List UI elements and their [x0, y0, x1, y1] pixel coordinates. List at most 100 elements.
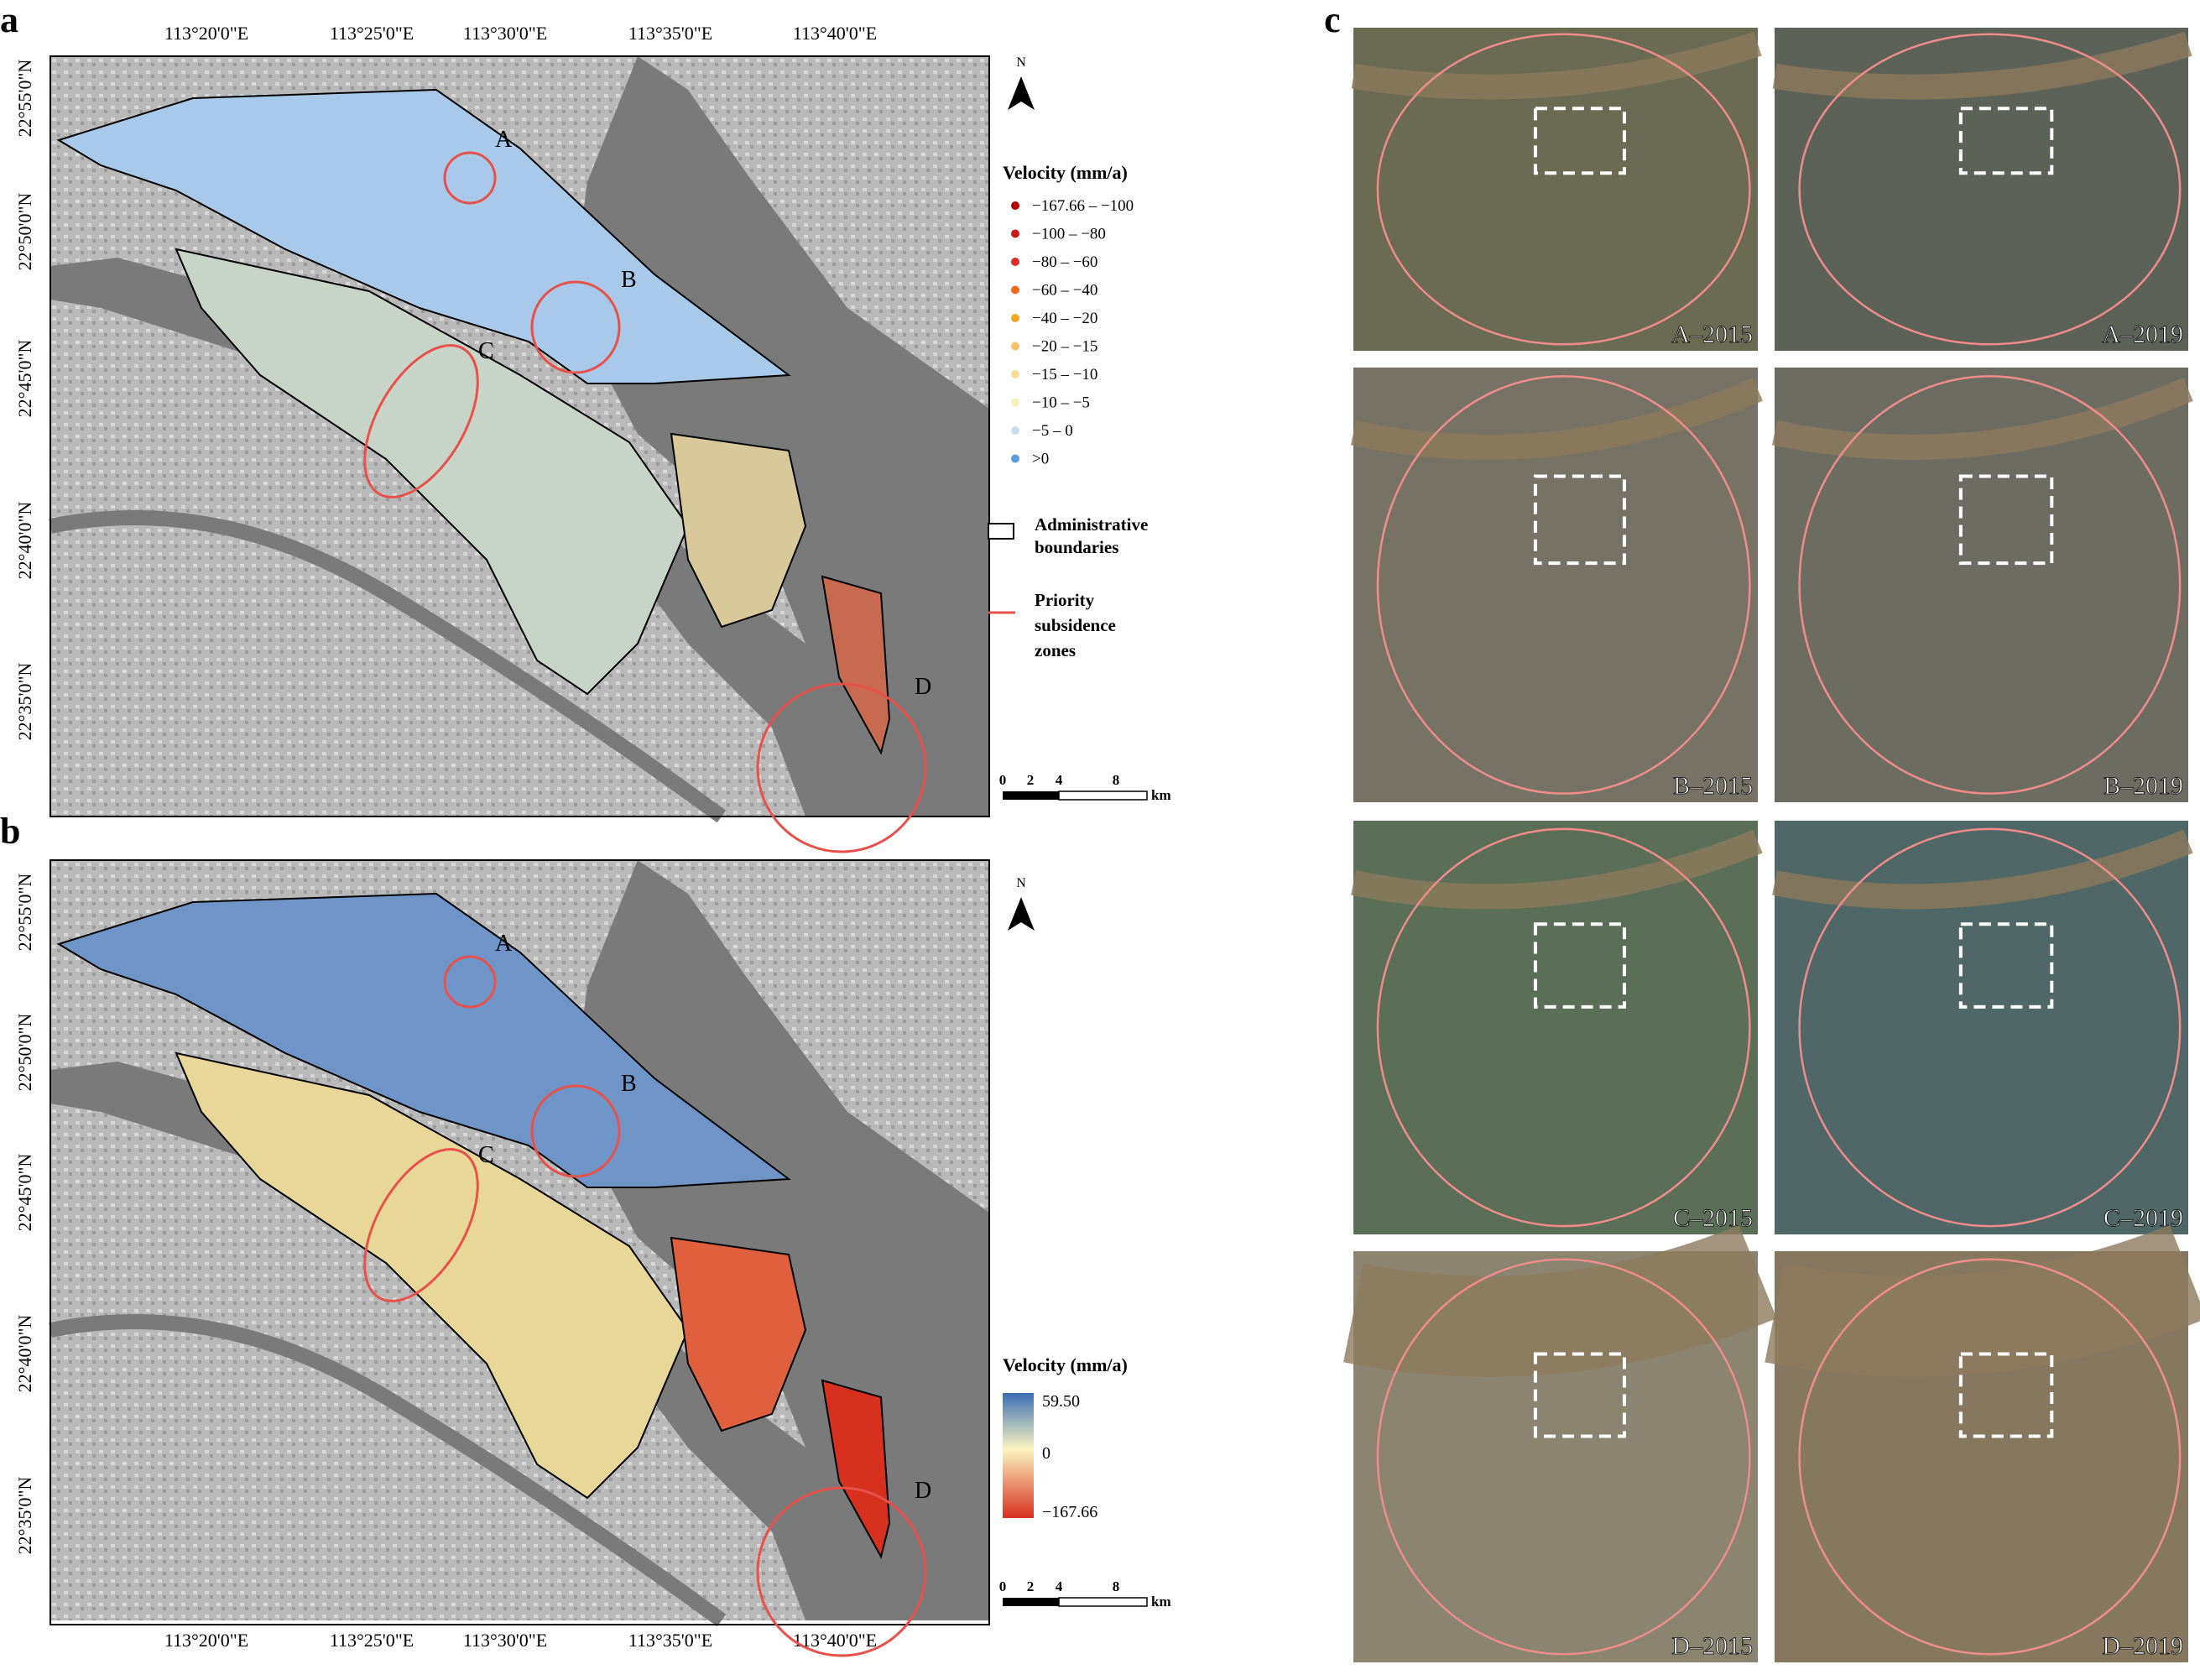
- scale-bar: [1058, 790, 1148, 801]
- study-area: [56, 892, 791, 1188]
- image-caption: A–2015: [1671, 321, 1753, 348]
- legend-swatch: [1011, 201, 1019, 210]
- river: [1350, 378, 1763, 460]
- y-tick-label: 22°55'0"N: [14, 874, 35, 952]
- zone-circle: [363, 344, 479, 498]
- legend-swatch: [1011, 426, 1019, 435]
- legend-swatch: [1011, 258, 1019, 266]
- scale-label: 4: [1056, 1578, 1063, 1594]
- zone-circle: [443, 151, 497, 205]
- x-tick-label: 113°35'0"E: [628, 1630, 712, 1651]
- legend-swatch: [1011, 370, 1019, 378]
- change-box: [1958, 922, 2054, 1009]
- image-caption: B–2019: [2104, 772, 2183, 800]
- zone-circle: [443, 955, 497, 1009]
- legend-label: zones: [1035, 640, 1076, 660]
- legend-label: −20 – −15: [1032, 338, 1097, 356]
- scale-label: 0: [999, 1578, 1007, 1594]
- study-area: [821, 575, 891, 755]
- legend-label: Priority: [1035, 590, 1095, 610]
- scale-label: 4: [1056, 772, 1063, 788]
- river: [1772, 31, 2192, 100]
- legend-title: Velocity (mm/a): [1003, 1354, 1128, 1375]
- legend-label: boundaries: [1035, 537, 1118, 557]
- panel-label: c: [1324, 0, 1341, 40]
- river: [1772, 829, 2193, 910]
- zone-circle: [1798, 375, 2182, 795]
- image-caption: C–2019: [2104, 1204, 2183, 1232]
- x-tick-label: 113°25'0"E: [330, 1630, 414, 1651]
- zone-label: C: [478, 1142, 494, 1168]
- image-caption: A–2019: [2102, 321, 2183, 348]
- legend-label: −167.66 – −100: [1032, 197, 1134, 215]
- scale-bar: [1058, 1597, 1148, 1607]
- color-ramp: [1003, 1393, 1034, 1518]
- scale-unit: km: [1151, 1594, 1171, 1610]
- map-a: [50, 56, 989, 817]
- legend-label: −167.66: [1042, 1503, 1097, 1521]
- legend-label: −60 – −40: [1032, 282, 1097, 300]
- legend-swatch: [988, 523, 1014, 540]
- legend-label: −40 – −20: [1032, 310, 1097, 327]
- y-tick-label: 22°50'0"N: [14, 1014, 35, 1092]
- zone-circle: [1798, 33, 2182, 346]
- image-caption: C–2015: [1673, 1204, 1753, 1232]
- y-tick-label: 22°40'0"N: [14, 1315, 35, 1393]
- scale-label: 0: [999, 772, 1007, 788]
- legend-label: −5 – 0: [1032, 422, 1073, 440]
- zone-circle: [1376, 1258, 1751, 1656]
- zone-circle: [1376, 375, 1751, 795]
- zone-circle: [363, 1148, 479, 1302]
- x-tick-label: 113°25'0"E: [330, 23, 414, 44]
- x-tick-label: 113°20'0"E: [164, 1630, 248, 1651]
- zone-circle: [756, 682, 927, 853]
- zone-label: A: [495, 127, 513, 153]
- x-tick-label: 113°30'0"E: [463, 1630, 547, 1651]
- north-label: N: [1016, 876, 1026, 890]
- zone-label: D: [915, 674, 931, 700]
- legend-swatch: [1011, 454, 1019, 463]
- north-arrow: [1008, 897, 1035, 931]
- image-caption: D–2015: [1671, 1632, 1753, 1660]
- legend-label: 0: [1042, 1444, 1050, 1463]
- study-area: [175, 248, 690, 696]
- river: [1350, 829, 1763, 910]
- zone-circle: [1376, 827, 1751, 1228]
- legend-swatch: [1011, 285, 1019, 295]
- map-frame: [50, 55, 990, 817]
- zone-label: B: [621, 267, 637, 293]
- x-tick-label: 113°30'0"E: [463, 23, 547, 44]
- legend-label: −100 – −80: [1032, 226, 1106, 243]
- legend-swatch: [1011, 314, 1019, 322]
- change-box: [1533, 922, 1626, 1009]
- scale-unit: km: [1151, 787, 1171, 803]
- study-area: [821, 1379, 891, 1559]
- zone-label: B: [621, 1071, 637, 1097]
- map-frame: [50, 859, 990, 1625]
- panel-label: b: [0, 811, 20, 852]
- scale-label: 2: [1027, 1578, 1035, 1594]
- study-area: [175, 1051, 690, 1500]
- river: [1343, 1224, 1777, 1377]
- legend-title: Velocity (mm/a): [1003, 162, 1128, 183]
- river: [1765, 1224, 2200, 1377]
- y-tick-label: 22°55'0"N: [14, 60, 35, 138]
- y-tick-label: 22°40'0"N: [14, 502, 35, 580]
- study-area: [670, 432, 807, 629]
- river: [1351, 31, 1762, 100]
- change-box: [1533, 1352, 1626, 1438]
- y-tick-label: 22°45'0"N: [14, 340, 35, 418]
- image-caption: D–2019: [2102, 1632, 2183, 1660]
- study-area: [670, 1236, 807, 1432]
- legend-swatch: [1011, 398, 1019, 407]
- legend-label: −15 – −10: [1032, 366, 1097, 383]
- zone-circle: [756, 1486, 927, 1657]
- change-box: [1958, 107, 2054, 175]
- zone-label: A: [495, 931, 513, 957]
- panel-label: a: [0, 0, 18, 40]
- scale-bar: [1003, 791, 1059, 800]
- scale-label: 8: [1113, 772, 1120, 788]
- river: [1771, 378, 2193, 460]
